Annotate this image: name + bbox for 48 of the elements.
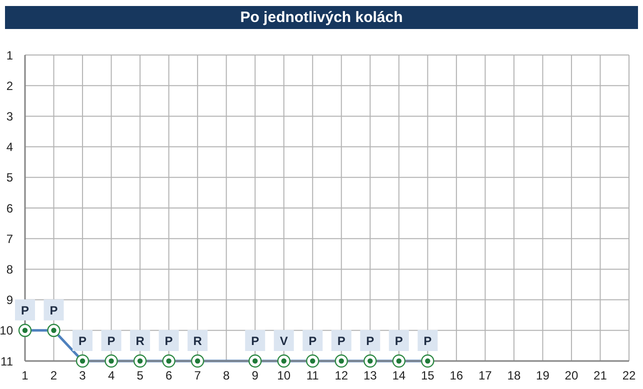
x-tick-label: 22 (622, 368, 636, 383)
x-tick-label: 4 (108, 368, 115, 383)
y-tick-label: 2 (6, 78, 14, 93)
data-label: R (136, 334, 145, 348)
x-tick-label: 14 (392, 368, 406, 383)
data-label: R (193, 334, 202, 348)
x-tick-label: 15 (420, 368, 435, 383)
x-tick-label: 9 (252, 368, 259, 383)
x-tick-label: 11 (306, 368, 320, 383)
x-tick-label: 21 (594, 368, 608, 383)
data-label: P (308, 334, 317, 348)
data-label: P (366, 334, 374, 348)
x-tick-label: 5 (136, 368, 144, 383)
data-label: P (78, 334, 87, 348)
data-label: P (20, 303, 30, 318)
data-label: P (251, 334, 260, 348)
x-tick-label: 6 (165, 368, 172, 383)
y-tick-label: 4 (6, 140, 14, 154)
y-tick-label: 9 (6, 293, 14, 308)
y-tick-label: 5 (6, 170, 14, 185)
y-tick-label: 7 (6, 232, 14, 246)
x-tick-label: 17 (478, 368, 492, 383)
x-tick-label: 10 (277, 368, 291, 383)
data-label: P (50, 303, 58, 318)
y-tick-label: 11 (0, 354, 14, 368)
x-tick-label: 13 (363, 368, 378, 383)
x-tick-label: 7 (194, 368, 202, 383)
x-tick-label: 1 (22, 368, 29, 383)
data-label: P (424, 334, 432, 348)
x-tick-label: 18 (507, 368, 521, 383)
x-tick-label: 3 (79, 368, 86, 383)
x-tick-label: 2 (50, 368, 58, 383)
data-label: P (337, 334, 346, 348)
x-tick-label: 12 (334, 368, 348, 383)
data-label: P (394, 334, 403, 348)
data-label: P (107, 334, 116, 348)
y-tick-label: 8 (6, 262, 14, 276)
chart-title: Po jednotlivých kolách (5, 6, 638, 29)
y-tick-label: 10 (0, 324, 14, 338)
y-tick-label: 1 (6, 48, 14, 62)
x-tick-label: 19 (536, 368, 550, 383)
y-tick-label: 6 (6, 201, 14, 216)
data-label: V (280, 334, 288, 348)
x-tick-label: 16 (450, 368, 464, 383)
x-tick-label: 20 (564, 368, 578, 383)
data-label: P (164, 334, 173, 348)
x-tick-label: 8 (222, 368, 230, 383)
y-tick-label: 3 (6, 109, 14, 124)
